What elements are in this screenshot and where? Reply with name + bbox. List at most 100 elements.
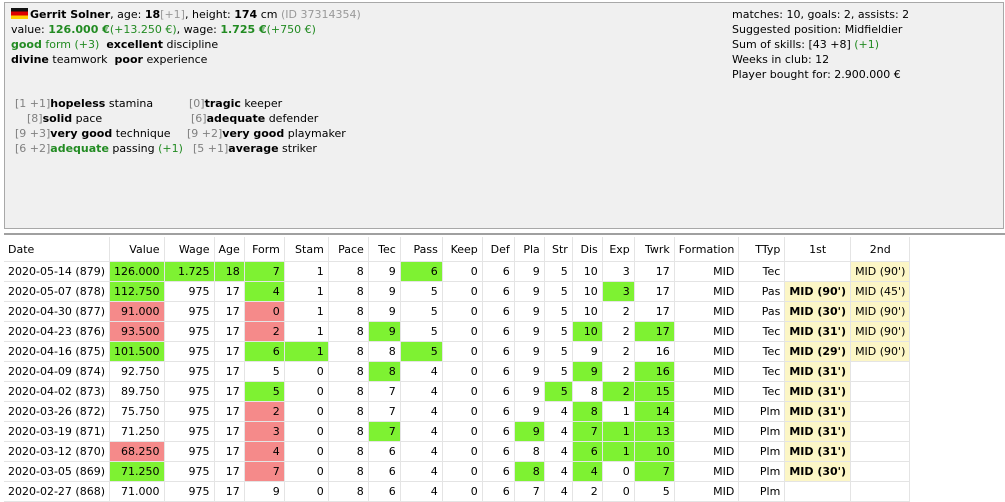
cell-keep: 0 bbox=[442, 401, 483, 422]
skill-name: defender bbox=[265, 112, 319, 125]
skill-number: [5 +1] bbox=[193, 142, 229, 155]
cell-age: 17 bbox=[214, 281, 245, 302]
table-row[interactable]: 2020-04-02 (873) 89.750 975 17 5 0 8 7 4 0 6 9 5 8 2 15… bbox=[4, 381, 911, 402]
column-header-dis[interactable]: Dis bbox=[572, 237, 603, 262]
table-row[interactable]: 2020-05-14 (879) 126.000 1.725 18 7 1 8 9 6 0 6 9 5 1… bbox=[4, 261, 911, 282]
skill-item: [0]tragic keeper bbox=[189, 96, 282, 111]
cell-value: 126.000 bbox=[109, 261, 165, 282]
cell-pla: 9 bbox=[514, 361, 545, 382]
table-row[interactable]: 2020-03-12 (870) 68.250 975 17 4 0 8 6 4 0 6 8 4 6 1 10… bbox=[4, 441, 911, 462]
cell-stam: 0 bbox=[284, 381, 329, 402]
column-header-value[interactable]: Value bbox=[109, 237, 165, 262]
cell-wage: 975 bbox=[164, 381, 215, 402]
player-teamwork-line: divine teamwork poor experience bbox=[11, 53, 208, 66]
skill-number: [9 +3] bbox=[15, 127, 51, 140]
cell-stam: 0 bbox=[284, 401, 329, 422]
table-row[interactable]: 2020-03-05 (869) 71.250 975 17 7 0 8 6 4 0 6 8 4 4 0 7 M… bbox=[4, 461, 911, 482]
cell-ttyp: Plm bbox=[738, 401, 786, 422]
cell-twrk: 14 bbox=[634, 401, 675, 422]
skill-item: [9 +2]very good playmaker bbox=[187, 126, 346, 141]
cell-dis: 10 bbox=[572, 301, 603, 322]
player-summary: Gerrit Solner, age: 18[+1], height: 174 … bbox=[11, 7, 361, 67]
column-header-form[interactable]: Form bbox=[244, 237, 285, 262]
cell-stam: 1 bbox=[284, 301, 329, 322]
cell-tec: 7 bbox=[368, 421, 401, 442]
table-row[interactable]: 2020-04-30 (877) 91.000 975 17 0 1 8 9 5 0 6 9 5 10 2 1… bbox=[4, 301, 911, 322]
cell-dis: 8 bbox=[572, 401, 603, 422]
matches-text: matches: 10, goals: 2, assists: 2 bbox=[732, 8, 910, 21]
cell-def: 6 bbox=[482, 441, 515, 462]
panel-splitter[interactable] bbox=[4, 233, 1005, 235]
column-header-1st[interactable]: 1st bbox=[784, 237, 852, 262]
cell-age: 17 bbox=[214, 421, 245, 442]
column-header-age[interactable]: Age bbox=[214, 237, 245, 262]
cell-def: 6 bbox=[482, 281, 515, 302]
cell-value: 68.250 bbox=[109, 441, 165, 462]
column-header-str[interactable]: Str bbox=[544, 237, 573, 262]
table-row[interactable]: 2020-04-16 (875) 101.500 975 17 6 1 8 8 5 0 6 9 5 9 2 1… bbox=[4, 341, 911, 362]
cell-value: 93.500 bbox=[109, 321, 165, 342]
skill-word: hopeless bbox=[50, 97, 106, 110]
skill-name: pace bbox=[72, 112, 103, 125]
cell-pass: 5 bbox=[400, 321, 443, 342]
skill-number: [8] bbox=[27, 112, 43, 125]
column-header-twrk[interactable]: Twrk bbox=[634, 237, 675, 262]
age-change: [+1] bbox=[160, 8, 185, 21]
column-header-tec[interactable]: Tec bbox=[368, 237, 401, 262]
column-header-keep[interactable]: Keep bbox=[442, 237, 483, 262]
cell-def: 6 bbox=[482, 361, 515, 382]
cell-age: 17 bbox=[214, 321, 245, 342]
skill-word: tragic bbox=[204, 97, 241, 110]
cell-wage: 975 bbox=[164, 341, 215, 362]
cell-age: 17 bbox=[214, 461, 245, 482]
cell-formation: MID bbox=[674, 461, 740, 482]
cell-wage: 975 bbox=[164, 321, 215, 342]
column-header-stam[interactable]: Stam bbox=[284, 237, 329, 262]
skill-item: [6]adequate defender bbox=[191, 111, 318, 126]
cell-2nd bbox=[850, 381, 911, 402]
cell-pace: 8 bbox=[328, 281, 369, 302]
column-header-def[interactable]: Def bbox=[482, 237, 515, 262]
cell-tec: 8 bbox=[368, 341, 401, 362]
cell-str: 5 bbox=[544, 341, 573, 362]
table-row[interactable]: 2020-03-26 (872) 75.750 975 17 2 0 8 7 4 0 6 9 4 8 1 14… bbox=[4, 401, 911, 422]
skill-word: adequate bbox=[206, 112, 266, 125]
cell-1st: MID (31') bbox=[784, 421, 852, 442]
column-header-formation[interactable]: Formation bbox=[674, 237, 740, 262]
cell-exp: 0 bbox=[602, 461, 635, 482]
column-header-exp[interactable]: Exp bbox=[602, 237, 635, 262]
cell-stam: 0 bbox=[284, 421, 329, 442]
column-header-pass[interactable]: Pass bbox=[400, 237, 443, 262]
table-row[interactable]: 2020-04-09 (874) 92.750 975 17 5 0 8 8 4 0 6 9 5 9 2 16… bbox=[4, 361, 911, 382]
cell-formation: MID bbox=[674, 381, 740, 402]
cell-exp: 2 bbox=[602, 341, 635, 362]
cell-str: 5 bbox=[544, 361, 573, 382]
column-header-pace[interactable]: Pace bbox=[328, 237, 369, 262]
table-row[interactable]: 2020-03-19 (871) 71.250 975 17 3 0 8 7 4 0 6 9 4 7 1 13… bbox=[4, 421, 911, 442]
cell-pace: 8 bbox=[328, 361, 369, 382]
cell-def: 6 bbox=[482, 461, 515, 482]
cell-pass: 4 bbox=[400, 441, 443, 462]
cell-pla: 8 bbox=[514, 441, 545, 462]
cell-str: 5 bbox=[544, 301, 573, 322]
table-row[interactable]: 2020-05-07 (878) 112.750 975 17 4 1 8 9 5 0 6 9 5 10 3… bbox=[4, 281, 911, 302]
cell-ttyp: Tec bbox=[738, 381, 786, 402]
column-header-ttyp[interactable]: TTyp bbox=[738, 237, 786, 262]
column-header-pla[interactable]: Pla bbox=[514, 237, 545, 262]
cell-2nd bbox=[850, 361, 911, 382]
cell-exp: 1 bbox=[602, 441, 635, 462]
cell-pace: 8 bbox=[328, 261, 369, 282]
column-header-2nd[interactable]: 2nd bbox=[850, 237, 911, 262]
skill-row: [6 +2]adequate passing (+1) [5 +1]average… bbox=[15, 141, 375, 156]
cell-form: 7 bbox=[244, 261, 285, 282]
column-header-wage[interactable]: Wage bbox=[164, 237, 215, 262]
table-row[interactable]: 2020-04-23 (876) 93.500 975 17 2 1 8 9 5 0 6 9 5 10 2 1… bbox=[4, 321, 911, 342]
cell-tec: 9 bbox=[368, 281, 401, 302]
cell-ttyp: Tec bbox=[738, 341, 786, 362]
cell-twrk: 17 bbox=[634, 261, 675, 282]
cell-exp: 3 bbox=[602, 261, 635, 282]
column-header-date[interactable]: Date bbox=[4, 237, 111, 262]
cell-def: 6 bbox=[482, 401, 515, 422]
cell-def: 6 bbox=[482, 321, 515, 342]
cell-2nd bbox=[850, 441, 911, 462]
